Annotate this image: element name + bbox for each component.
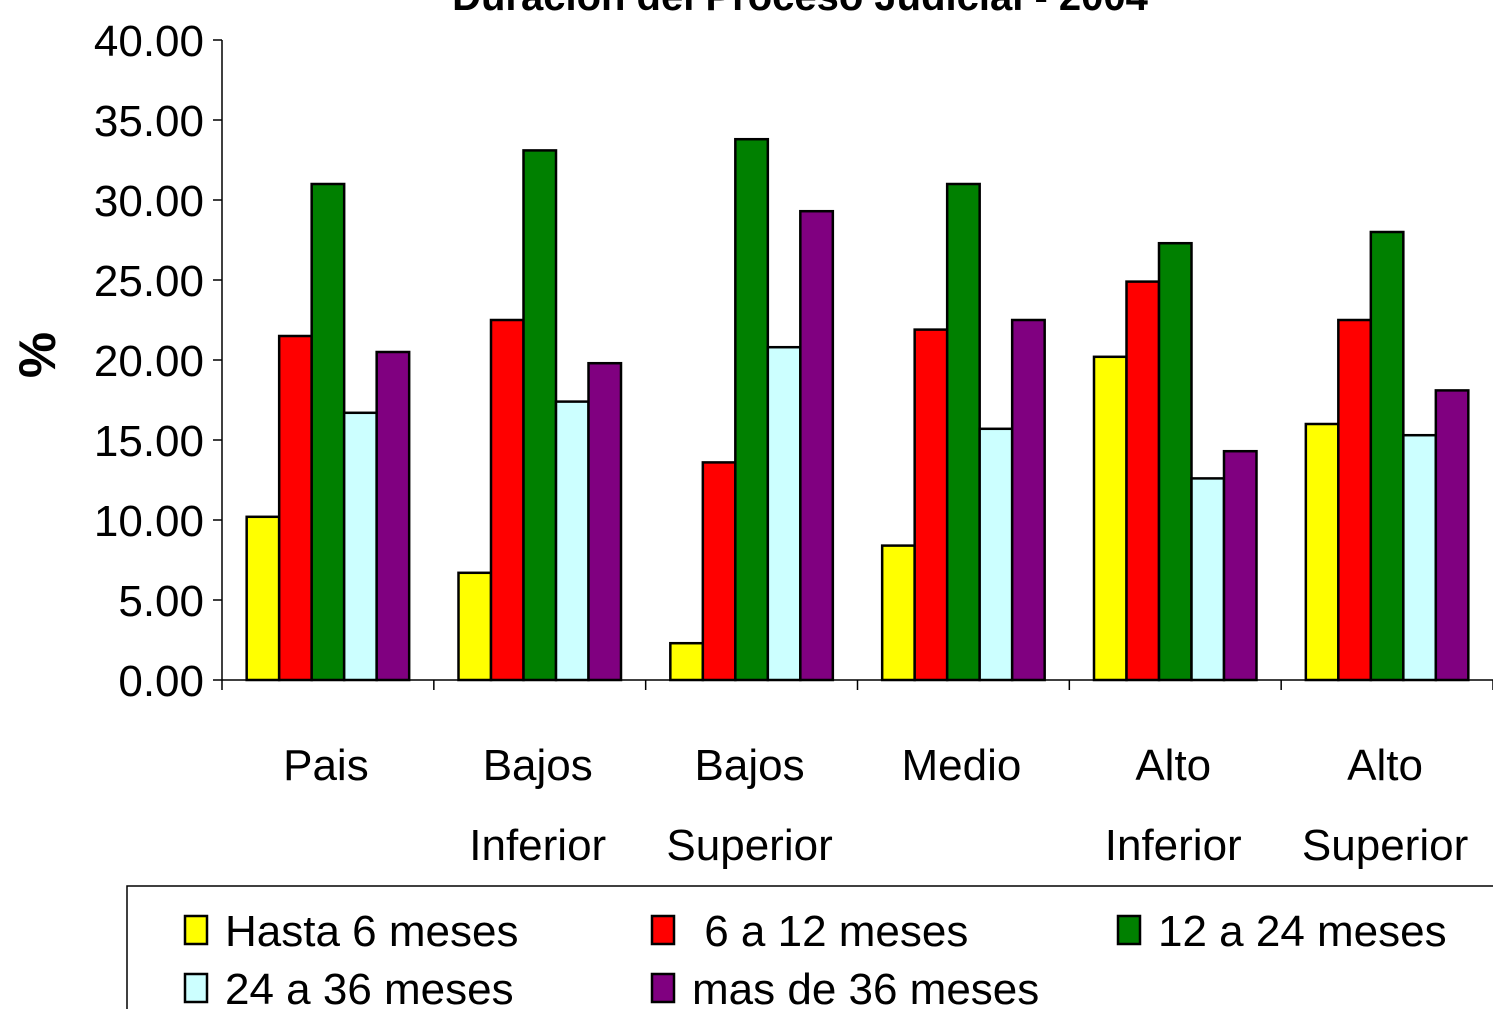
bar	[669, 641, 705, 682]
legend-swatch	[650, 914, 676, 946]
bar	[1190, 477, 1226, 682]
x-tick-label: Superior	[1302, 821, 1468, 870]
y-tick-label: 15.00	[94, 417, 204, 466]
x-tick-label: Medio	[901, 741, 1021, 790]
bar	[701, 461, 737, 682]
x-tick-label: Pais	[283, 741, 369, 790]
bar	[1010, 318, 1046, 682]
bar	[587, 361, 623, 682]
bar	[277, 334, 313, 682]
bar	[245, 515, 281, 682]
x-tick-label: Alto	[1135, 741, 1211, 790]
y-tick-label: 40.00	[94, 17, 204, 66]
bar	[766, 345, 802, 682]
y-axis-ticks: 0.00 5.00 10.00 15.00 20.00 25.00 30.00 35.00 40…	[94, 17, 222, 706]
legend: Hasta 6 meses 6 a 12 meses 12 a 24 meses 2…	[126, 885, 1493, 1009]
x-axis-labels: Pais Bajos Inferior Bajos Superior Medio Alto I…	[221, 680, 1493, 870]
bar	[978, 427, 1014, 682]
bar	[489, 318, 525, 682]
x-tick-label: Superior	[666, 821, 832, 870]
y-tick-label: 20.00	[94, 337, 204, 386]
x-tick-label: Bajos	[695, 741, 805, 790]
bar	[1337, 318, 1373, 682]
legend-label: Hasta 6 meses	[225, 907, 518, 956]
bar	[1434, 389, 1470, 682]
x-tick-label: Bajos	[483, 741, 593, 790]
y-tick-label: 30.00	[94, 177, 204, 226]
y-tick-label: 0.00	[118, 657, 204, 706]
y-axis-label: %	[9, 332, 67, 378]
bar	[310, 182, 346, 682]
bar	[1304, 422, 1340, 682]
x-tick-label: Inferior	[469, 821, 606, 870]
legend-swatch	[183, 914, 209, 946]
legend-swatch	[183, 972, 209, 1004]
legend-label: mas de 36 meses	[692, 965, 1039, 1009]
bar	[1125, 280, 1161, 682]
bars-group	[245, 137, 1470, 682]
legend-label: 6 a 12 meses	[692, 907, 968, 956]
chart-title: Duración del Proceso Judicial - 2004	[452, 0, 1149, 19]
bar	[880, 544, 916, 682]
axes	[221, 40, 1493, 681]
legend-swatch	[650, 972, 676, 1004]
bar	[1092, 355, 1128, 682]
legend-box	[126, 885, 1493, 1009]
bar	[1402, 433, 1438, 682]
bar	[1369, 230, 1405, 682]
y-tick-label: 5.00	[118, 577, 204, 626]
bar	[1222, 449, 1258, 682]
y-tick-label: 25.00	[94, 257, 204, 306]
bar	[913, 328, 949, 682]
legend-label: 24 a 36 meses	[225, 965, 514, 1009]
bar	[945, 182, 981, 682]
y-tick-label: 35.00	[94, 97, 204, 146]
x-tick-label: Alto	[1347, 741, 1423, 790]
bar	[1157, 241, 1193, 682]
bar	[522, 149, 558, 682]
bar	[734, 137, 770, 682]
bar	[799, 209, 835, 682]
y-tick-label: 10.00	[94, 497, 204, 546]
legend-swatch	[1116, 914, 1142, 946]
bar	[554, 400, 590, 682]
bar	[342, 411, 378, 682]
bar	[375, 350, 411, 682]
bar	[457, 571, 493, 682]
x-tick-label: Inferior	[1105, 821, 1242, 870]
legend-label: 12 a 24 meses	[1158, 907, 1447, 956]
